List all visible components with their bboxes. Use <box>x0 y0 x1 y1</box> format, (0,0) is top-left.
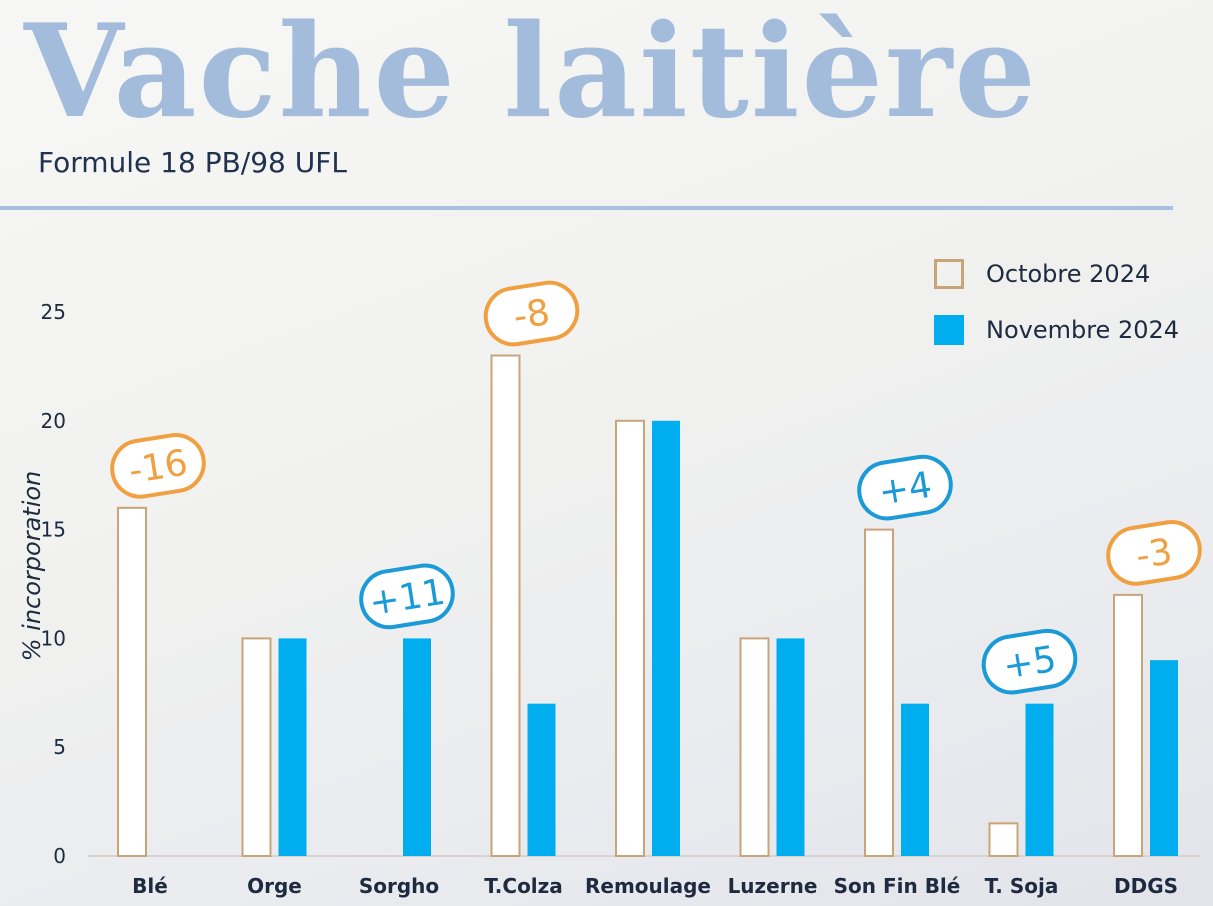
legend-swatch-novembre <box>934 315 964 345</box>
legend-item-novembre: Novembre 2024 <box>934 315 1179 345</box>
legend-label-novembre: Novembre 2024 <box>986 316 1180 344</box>
change-badge-pill <box>359 563 455 630</box>
change-badge-label: +5 <box>1000 639 1059 688</box>
chart-annotations: -16 +11 -8 +4 +5 -3 <box>110 280 1202 695</box>
bar-novembre <box>652 420 680 856</box>
bar-octobre <box>988 822 1019 857</box>
change-badge: +5 <box>981 628 1078 695</box>
legend-swatch-octobre <box>934 259 964 289</box>
y-tick-label: 5 <box>53 735 66 759</box>
x-tick-label: T.Colza <box>484 874 563 898</box>
change-badge: -16 <box>110 433 206 499</box>
chart-axes: 0 5 10 15 20 25 Blé Orge Sorgho T.Colza Remoulage L… <box>41 300 1200 898</box>
title-divider <box>0 206 1173 210</box>
y-tick-label: 20 <box>41 409 66 433</box>
bar-novembre <box>776 638 805 856</box>
change-badge: -8 <box>483 280 580 347</box>
legend-item-octobre: Octobre 2024 <box>934 259 1150 289</box>
y-tick-label: 25 <box>41 300 66 324</box>
bar-novembre <box>1150 660 1178 856</box>
change-badge-pill <box>483 280 580 347</box>
bar-octobre <box>615 419 645 857</box>
bar-novembre <box>278 638 307 856</box>
x-tick-label: DDGS <box>1114 874 1178 898</box>
change-badge-pill <box>1106 520 1202 586</box>
y-tick-label: 15 <box>41 518 66 542</box>
x-tick-label: Orge <box>247 874 302 898</box>
change-badge-pill <box>981 628 1078 695</box>
y-axis-label: % incorporation <box>18 471 46 662</box>
bar-octobre <box>864 528 894 857</box>
x-tick-label: T. Soja <box>985 874 1059 898</box>
bar-novembre <box>901 703 929 856</box>
bar-octobre <box>1113 593 1143 857</box>
change-badge-label: -3 <box>1133 531 1175 577</box>
page-subtitle: Formule 18 PB/98 UFL <box>38 146 347 179</box>
change-badge-pill <box>857 454 953 521</box>
change-badge-label: -8 <box>511 292 553 338</box>
legend-label-octobre: Octobre 2024 <box>986 260 1151 288</box>
bar-octobre <box>490 354 521 857</box>
bar-novembre <box>527 703 556 856</box>
x-tick-label: Remoulage <box>585 874 711 898</box>
bar-octobre <box>241 637 272 858</box>
chart-bars <box>117 354 1178 858</box>
x-tick-label: Sorgho <box>359 874 439 898</box>
page-title: Vache laitière <box>24 0 1038 147</box>
change-badge-pill <box>110 433 206 499</box>
x-tick-label: Blé <box>132 874 168 898</box>
change-badge: +11 <box>359 563 455 630</box>
bar-octobre <box>739 637 770 858</box>
change-badge: -3 <box>1106 520 1202 586</box>
change-badge-label: -16 <box>126 442 191 492</box>
bar-novembre <box>403 638 431 856</box>
bar-octobre <box>117 506 147 857</box>
bar-novembre <box>1025 703 1054 856</box>
y-tick-label: 10 <box>41 626 66 650</box>
y-tick-label: 0 <box>53 844 66 868</box>
change-badge: +4 <box>857 454 953 521</box>
x-tick-label: Luzerne <box>728 874 818 898</box>
change-badge-label: +4 <box>876 465 935 514</box>
x-tick-label: Son Fin Blé <box>834 874 961 898</box>
